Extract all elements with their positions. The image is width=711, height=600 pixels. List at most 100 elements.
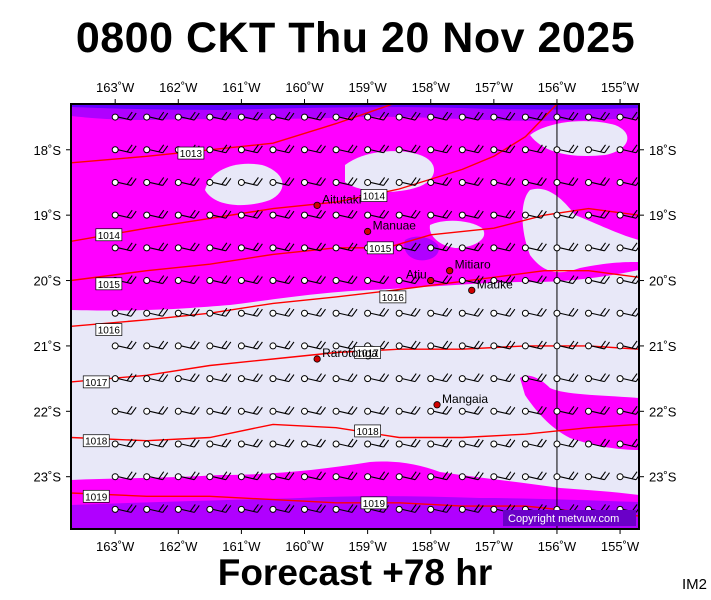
lon-label-top: 160˚W	[285, 80, 324, 95]
wind-barb	[458, 177, 484, 186]
wind-barb	[364, 177, 390, 186]
isobar-label: 1014	[95, 228, 123, 242]
wind-barb	[616, 438, 639, 448]
wind-barb	[301, 307, 326, 317]
lat-label-left: 23˚S	[34, 470, 62, 485]
wind-barb	[553, 307, 579, 317]
wind-barb	[143, 307, 169, 317]
wind-barb	[269, 177, 295, 186]
wind-barb	[143, 504, 169, 513]
svg-text:1019: 1019	[85, 492, 108, 503]
wind-barb	[395, 242, 421, 252]
wind-barb	[332, 307, 358, 317]
wind-barb	[490, 471, 516, 481]
wind-barb	[616, 373, 639, 383]
wind-barb	[395, 307, 421, 317]
wind-barb	[458, 373, 484, 383]
lat-label-right: 23˚S	[649, 470, 677, 485]
lat-label-left: 21˚S	[34, 339, 62, 354]
lon-label-top: 162˚W	[159, 80, 198, 95]
svg-text:1015: 1015	[369, 244, 392, 255]
wind-barb	[364, 373, 390, 383]
wind-barb	[111, 373, 137, 383]
lat-label-left: 20˚S	[34, 274, 62, 289]
map-code: IM2	[681, 576, 707, 593]
place-aitutaki: Aitutaki	[313, 192, 361, 209]
wind-barb	[269, 471, 295, 481]
wind-barb	[301, 242, 326, 252]
isobar-label: 1017	[354, 346, 381, 359]
wind-barb	[521, 177, 547, 186]
wind-barb	[174, 340, 200, 350]
wind-barb	[332, 209, 358, 219]
wind-barb	[143, 209, 169, 219]
wind-barb	[332, 438, 358, 448]
lat-label-left: 19˚S	[34, 208, 62, 223]
wind-barb	[364, 438, 390, 448]
wind-barb	[206, 307, 232, 317]
wind-barb	[237, 111, 263, 121]
wind-barb	[521, 373, 547, 383]
isobar-label: 1018	[82, 434, 110, 448]
wind-barb	[585, 111, 610, 121]
wind-barb	[395, 471, 421, 481]
wind-barb	[206, 340, 232, 350]
wind-barb	[490, 275, 516, 285]
lon-label-top: 156˚W	[538, 80, 577, 95]
svg-text:1014: 1014	[363, 192, 386, 203]
wind-barb	[301, 111, 326, 121]
wind-barb	[111, 504, 137, 513]
rain-cell	[404, 236, 439, 261]
svg-text:Mangaia: Mangaia	[442, 392, 488, 406]
svg-text:Mitiaro: Mitiaro	[455, 258, 491, 272]
wind-barb	[521, 275, 547, 285]
wind-barb	[237, 504, 263, 513]
wind-barb	[143, 242, 169, 252]
wind-barb	[427, 340, 453, 350]
lon-label-bottom: 161˚W	[222, 539, 261, 554]
wind-barb	[143, 471, 169, 481]
wind-barb	[237, 471, 263, 481]
wind-barb	[206, 504, 232, 513]
wind-barb	[143, 275, 169, 285]
wind-barb	[237, 307, 263, 317]
wind-barb	[553, 471, 579, 481]
isobar-label: 1018	[354, 424, 381, 438]
wind-barb	[395, 177, 421, 186]
lat-label-right: 20˚S	[649, 274, 677, 289]
svg-text:1016: 1016	[98, 326, 121, 337]
svg-text:1016: 1016	[382, 293, 405, 304]
wind-barb	[395, 209, 421, 219]
wind-barb	[395, 275, 421, 285]
wind-barb	[206, 242, 232, 252]
wind-barb	[364, 307, 390, 317]
wind-barb	[553, 438, 579, 448]
wind-barb	[237, 242, 263, 252]
wind-barb	[111, 111, 137, 121]
wind-barb	[521, 471, 547, 481]
wind-barb	[490, 177, 516, 186]
place-mauke: Mauke	[468, 277, 513, 294]
wind-barb	[521, 438, 547, 448]
lon-label-top: 155˚W	[601, 80, 640, 95]
wind-barb	[143, 177, 169, 186]
lon-label-bottom: 156˚W	[538, 539, 577, 554]
wind-barb	[458, 111, 484, 121]
wind-barb	[301, 504, 326, 513]
wind-barb	[521, 242, 547, 252]
lon-label-top: 159˚W	[348, 80, 387, 95]
wind-barb	[332, 242, 358, 252]
wind-barb	[521, 340, 547, 350]
wind-barb	[427, 438, 453, 448]
wind-barb	[521, 307, 547, 317]
wind-barb	[585, 307, 610, 317]
wind-barb	[490, 373, 516, 383]
wind-barb	[143, 111, 169, 121]
wind-barb	[332, 111, 358, 121]
svg-text:Atiu: Atiu	[406, 268, 427, 282]
wind-barb	[237, 144, 263, 154]
wind-barb	[585, 144, 610, 154]
wind-barb	[458, 471, 484, 481]
isobar-label: 1015	[366, 241, 394, 255]
